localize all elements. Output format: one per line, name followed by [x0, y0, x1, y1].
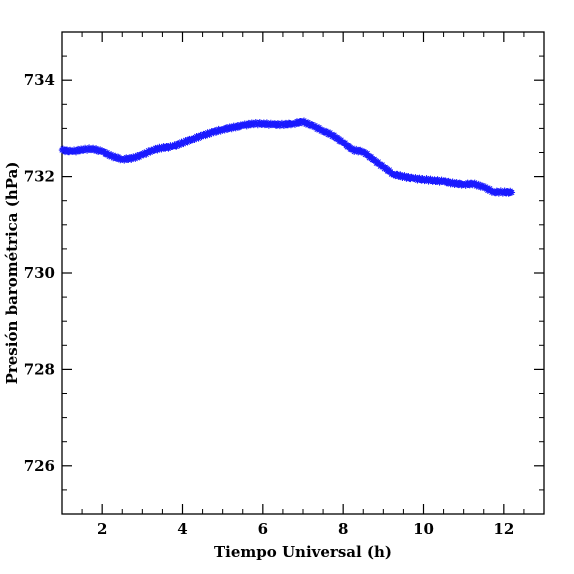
x-tick-label: 4	[177, 520, 187, 538]
data-point	[112, 152, 119, 160]
x-tick-label: 2	[97, 520, 107, 538]
data-point	[334, 135, 342, 142]
data-point	[386, 166, 393, 174]
data-point	[59, 145, 67, 153]
data-point	[341, 139, 349, 147]
x-tick-label: 6	[258, 520, 268, 538]
data-point	[304, 119, 312, 126]
data-points	[58, 117, 516, 197]
data-point	[427, 175, 434, 182]
data-point	[508, 189, 516, 196]
data-point	[173, 143, 180, 150]
data-point	[315, 124, 323, 131]
axis-ticks: 2 4 6 8 10 12 726 728 730 732 734	[24, 32, 544, 538]
data-point	[180, 140, 187, 148]
data-point	[212, 127, 219, 134]
data-point	[206, 131, 213, 138]
data-point	[494, 188, 502, 195]
data-point	[364, 150, 371, 157]
data-point	[83, 147, 91, 154]
data-point	[337, 136, 345, 144]
plot-frame	[61, 31, 545, 515]
data-point	[353, 145, 360, 153]
data-point	[365, 152, 372, 160]
y-tick-label: 730	[24, 264, 55, 282]
data-point	[108, 151, 115, 158]
data-point	[444, 179, 451, 187]
data-point	[184, 139, 191, 146]
data-point	[349, 144, 356, 152]
data-point	[210, 129, 217, 137]
y-tick-label: 726	[24, 457, 55, 475]
data-point	[291, 121, 299, 128]
y-axis-label: Presión barométrica (hPa)	[3, 162, 21, 385]
x-tick-label: 10	[413, 520, 434, 538]
x-axis-label: Tiempo Universal (h)	[214, 543, 392, 561]
data-point	[486, 185, 493, 192]
data-point	[375, 158, 382, 166]
data-point	[243, 122, 250, 130]
data-point	[221, 127, 228, 134]
data-point	[326, 129, 334, 136]
data-point	[195, 135, 202, 142]
data-point	[121, 157, 128, 164]
data-point	[232, 125, 239, 132]
data-point	[164, 143, 171, 150]
data-point	[136, 153, 143, 161]
data-point	[72, 148, 80, 156]
y-tick-label: 734	[24, 71, 55, 89]
data-point	[383, 165, 390, 172]
data-point	[275, 120, 283, 128]
data-point	[280, 122, 288, 130]
data-point	[405, 173, 412, 180]
data-point	[396, 173, 403, 180]
data-point	[376, 160, 383, 168]
data-point	[433, 178, 440, 185]
data-point	[379, 161, 386, 169]
data-point	[372, 157, 379, 164]
data-point	[330, 131, 338, 139]
data-point	[114, 155, 121, 162]
data-point	[100, 148, 108, 155]
data-point	[80, 146, 88, 154]
data-point	[251, 120, 258, 128]
data-point	[475, 180, 482, 188]
data-point	[401, 172, 408, 179]
data-point	[262, 121, 270, 128]
y-tick-label: 732	[24, 168, 55, 186]
data-point	[345, 143, 353, 150]
x-tick-label: 12	[493, 520, 514, 538]
data-point	[127, 154, 134, 161]
x-tick-label: 8	[338, 520, 348, 538]
data-point	[462, 182, 469, 189]
y-tick-label: 728	[24, 360, 55, 378]
data-point	[166, 144, 173, 151]
data-point	[197, 131, 204, 139]
data-point	[256, 119, 264, 126]
data-point	[368, 153, 375, 161]
data-point	[143, 151, 150, 158]
data-point	[132, 155, 139, 162]
